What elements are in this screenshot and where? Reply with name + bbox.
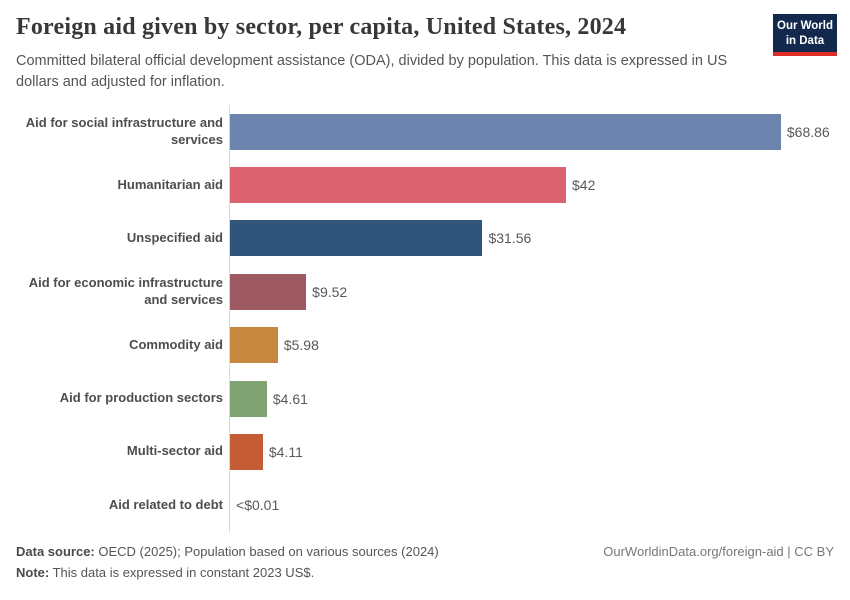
- data-source-line: Data source: OECD (2025); Population bas…: [16, 542, 439, 563]
- bar-row: Commodity aid $5.98: [16, 318, 834, 372]
- bar-chart: Aid for social infrastructure and servic…: [16, 105, 834, 532]
- category-label: Humanitarian aid: [117, 176, 223, 192]
- bar-row: Multi-sector aid $4.11: [16, 425, 834, 479]
- bar-row: Humanitarian aid $42: [16, 158, 834, 212]
- owid-logo: Our World in Data: [773, 14, 837, 56]
- category-label: Aid for production sectors: [59, 390, 223, 406]
- bar-area: $4.11: [229, 425, 834, 479]
- category-label: Aid related to debt: [108, 496, 223, 512]
- bar: [230, 273, 307, 310]
- value-label: $4.11: [268, 443, 303, 460]
- note-label: Note:: [16, 564, 50, 580]
- category-label: Aid for economic infrastructure and serv…: [28, 274, 223, 307]
- value-label: $68.86: [786, 123, 830, 140]
- bar: [230, 380, 267, 417]
- bar-area: $31.56: [229, 211, 834, 266]
- bar-row: Aid for economic infrastructure and serv…: [16, 265, 834, 319]
- value-label: $5.98: [283, 337, 319, 354]
- data-source-text: OECD (2025); Population based on various…: [98, 544, 439, 559]
- bar-row: Unspecified aid $31.56: [16, 211, 834, 266]
- bar-area: <$0.01: [229, 478, 834, 532]
- chart-footer: Data source: OECD (2025); Population bas…: [16, 542, 834, 584]
- bar-area: $9.52: [229, 265, 834, 319]
- value-label: $42: [572, 177, 596, 194]
- bar: [230, 167, 566, 204]
- bar-area: $5.98: [229, 318, 834, 372]
- value-label: $31.56: [488, 230, 532, 247]
- data-source-label: Data source:: [16, 544, 95, 559]
- bar: [230, 433, 263, 470]
- bar-area: $42: [229, 158, 834, 212]
- attribution-link: OurWorldinData.org/foreign-aid | CC BY: [603, 544, 834, 559]
- category-label: Multi-sector aid: [126, 443, 223, 459]
- chart-header: Foreign aid given by sector, per capita,…: [16, 13, 837, 93]
- bar: [230, 220, 483, 257]
- bar-row: Aid related to debt <$0.01: [16, 478, 834, 532]
- category-label: Unspecified aid: [126, 229, 223, 245]
- page-title: Foreign aid given by sector, per capita,…: [16, 14, 627, 40]
- logo-line-2: in Data: [785, 34, 825, 47]
- category-label: Commodity aid: [129, 336, 223, 352]
- category-label: Aid for social infrastructure and servic…: [25, 114, 223, 147]
- value-label: $4.61: [272, 390, 308, 407]
- value-label: <$0.01: [236, 497, 280, 514]
- note-text: This data is expressed in constant 2023 …: [52, 564, 315, 580]
- chart-subtitle: Committed bilateral official development…: [16, 52, 728, 90]
- note-line: Note: This data is expressed in constant…: [16, 563, 439, 584]
- bar-area: $4.61: [229, 371, 834, 426]
- bar: [230, 113, 781, 150]
- bar-row: Aid for production sectors $4.61: [16, 371, 834, 426]
- bar-area: $68.86: [229, 105, 834, 159]
- bar-row: Aid for social infrastructure and servic…: [16, 105, 834, 159]
- bar: [230, 327, 278, 364]
- logo-line-1: Our World: [777, 20, 834, 32]
- footer-notes: Data source: OECD (2025); Population bas…: [16, 542, 439, 584]
- value-label: $9.52: [312, 283, 348, 300]
